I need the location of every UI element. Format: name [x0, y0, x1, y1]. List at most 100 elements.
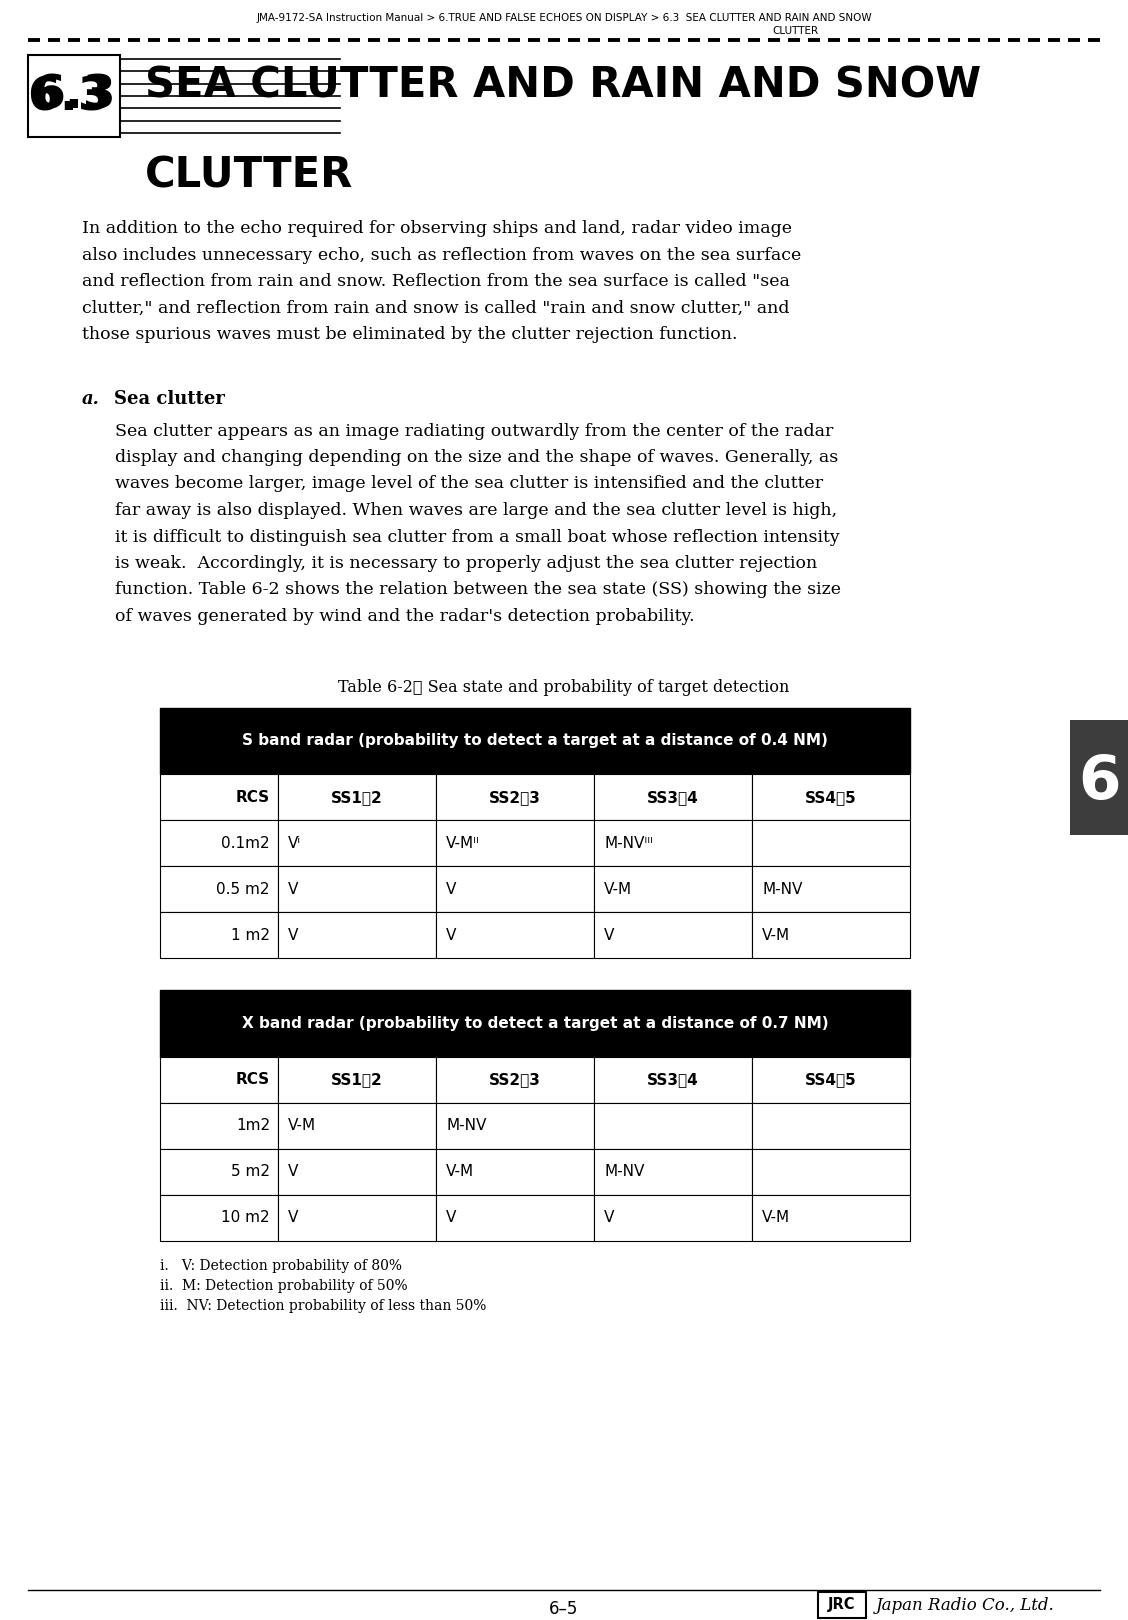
Text: 0.5 m2: 0.5 m2 — [217, 881, 270, 897]
Bar — [752, 1056, 910, 1103]
Text: SS4～5: SS4～5 — [805, 789, 857, 805]
Text: V: V — [603, 1210, 615, 1225]
Text: i.   V: Detection probability of 80%: i. V: Detection probability of 80% — [160, 1259, 402, 1273]
Bar — [160, 912, 277, 957]
Bar — [160, 820, 277, 867]
Text: V: V — [288, 1210, 299, 1225]
Bar — [277, 867, 437, 912]
Bar — [1070, 719, 1128, 834]
Text: V-M: V-M — [603, 881, 632, 897]
Text: clutter," and reflection from rain and snow is called "rain and snow clutter," a: clutter," and reflection from rain and s… — [82, 300, 790, 316]
Bar — [594, 912, 752, 957]
Bar — [437, 1103, 594, 1149]
Bar — [594, 867, 752, 912]
Bar — [818, 1592, 866, 1618]
Bar — [160, 1149, 277, 1196]
Text: V-M: V-M — [763, 1210, 790, 1225]
Bar — [752, 1196, 910, 1241]
Bar — [752, 867, 910, 912]
Bar — [594, 820, 752, 867]
Bar — [594, 1196, 752, 1241]
Bar — [594, 1103, 752, 1149]
Text: those spurious waves must be eliminated by the clutter rejection function.: those spurious waves must be eliminated … — [82, 326, 738, 343]
Text: Table 6-2： Sea state and probability of target detection: Table 6-2： Sea state and probability of … — [338, 679, 790, 697]
Text: SS3～4: SS3～4 — [647, 1072, 699, 1087]
Bar — [277, 1149, 437, 1196]
Text: also includes unnecessary echo, such as reflection from waves on the sea surface: also includes unnecessary echo, such as … — [82, 246, 801, 264]
Text: V: V — [446, 928, 457, 943]
Text: 6.3: 6.3 — [33, 73, 116, 118]
Bar — [160, 708, 910, 774]
Bar — [437, 1056, 594, 1103]
Bar — [437, 820, 594, 867]
Text: waves become larger, image level of the sea clutter is intensified and the clutt: waves become larger, image level of the … — [115, 476, 823, 492]
Text: V: V — [446, 881, 457, 897]
Bar — [752, 820, 910, 867]
Text: SS2～3: SS2～3 — [490, 1072, 541, 1087]
Text: it is difficult to distinguish sea clutter from a small boat whose reflection in: it is difficult to distinguish sea clutt… — [115, 528, 839, 546]
Text: RCS: RCS — [236, 1072, 270, 1087]
Text: V: V — [288, 881, 299, 897]
Text: 0.1m2: 0.1m2 — [221, 836, 270, 851]
Text: V: V — [288, 1165, 299, 1179]
Bar — [277, 1196, 437, 1241]
Bar — [437, 1196, 594, 1241]
Bar — [752, 774, 910, 820]
Text: RCS: RCS — [236, 789, 270, 805]
Text: M-NVᴵᴵᴵ: M-NVᴵᴵᴵ — [603, 836, 653, 851]
Text: V: V — [603, 928, 615, 943]
Bar — [277, 774, 437, 820]
Bar — [594, 1056, 752, 1103]
Text: Sea clutter appears as an image radiating outwardly from the center of the radar: Sea clutter appears as an image radiatin… — [115, 423, 834, 439]
Text: 6: 6 — [1077, 753, 1120, 812]
Bar — [594, 774, 752, 820]
Text: far away is also displayed. When waves are large and the sea clutter level is hi: far away is also displayed. When waves a… — [115, 502, 837, 518]
Text: V: V — [288, 928, 299, 943]
Bar — [277, 820, 437, 867]
Bar — [160, 990, 910, 1056]
Text: 5 m2: 5 m2 — [231, 1165, 270, 1179]
Text: 10 m2: 10 m2 — [221, 1210, 270, 1225]
Text: SS2～3: SS2～3 — [490, 789, 541, 805]
Text: Sea clutter: Sea clutter — [114, 390, 224, 408]
Text: Vⁱ: Vⁱ — [288, 836, 301, 851]
Text: JMA-9172-SA Instruction Manual > 6.TRUE AND FALSE ECHOES ON DISPLAY > 6.3  SEA C: JMA-9172-SA Instruction Manual > 6.TRUE … — [256, 13, 872, 23]
Text: SS3～4: SS3～4 — [647, 789, 699, 805]
Text: of waves generated by wind and the radar's detection probability.: of waves generated by wind and the radar… — [115, 608, 695, 625]
Bar — [28, 55, 120, 138]
Text: display and changing depending on the size and the shape of waves. Generally, as: display and changing depending on the si… — [115, 449, 838, 467]
Text: V-Mᴵᴵ: V-Mᴵᴵ — [446, 836, 479, 851]
Text: SS1～2: SS1～2 — [332, 789, 382, 805]
Text: In addition to the echo required for observing ships and land, radar video image: In addition to the echo required for obs… — [82, 220, 792, 237]
Text: M-NV: M-NV — [446, 1118, 486, 1134]
Bar — [160, 1103, 277, 1149]
Text: function. Table 6-2 shows the relation between the sea state (SS) showing the si: function. Table 6-2 shows the relation b… — [115, 582, 841, 598]
Text: V: V — [446, 1210, 457, 1225]
Bar — [437, 912, 594, 957]
Text: V-M: V-M — [446, 1165, 474, 1179]
Text: iii.  NV: Detection probability of less than 50%: iii. NV: Detection probability of less t… — [160, 1299, 486, 1312]
Bar — [277, 1056, 437, 1103]
Text: CLUTTER: CLUTTER — [772, 26, 818, 36]
Bar — [160, 867, 277, 912]
Text: V-M: V-M — [763, 928, 790, 943]
Text: 6.3: 6.3 — [27, 76, 112, 120]
Bar — [752, 1103, 910, 1149]
Bar — [160, 774, 277, 820]
Text: M-NV: M-NV — [603, 1165, 644, 1179]
Bar — [437, 774, 594, 820]
Bar — [594, 1149, 752, 1196]
Text: Japan Radio Co., Ltd.: Japan Radio Co., Ltd. — [876, 1596, 1055, 1614]
Text: 1 m2: 1 m2 — [231, 928, 270, 943]
Text: SS4～5: SS4～5 — [805, 1072, 857, 1087]
Text: is weak.  Accordingly, it is necessary to properly adjust the sea clutter reject: is weak. Accordingly, it is necessary to… — [115, 556, 818, 572]
Bar — [752, 912, 910, 957]
Text: SS1～2: SS1～2 — [332, 1072, 382, 1087]
Text: V-M: V-M — [288, 1118, 316, 1134]
Text: ii.  M: Detection probability of 50%: ii. M: Detection probability of 50% — [160, 1278, 407, 1293]
Bar — [160, 1056, 277, 1103]
Text: JRC: JRC — [828, 1597, 856, 1612]
Text: and reflection from rain and snow. Reflection from the sea surface is called "se: and reflection from rain and snow. Refle… — [82, 274, 790, 290]
Text: X band radar (probability to detect a target at a distance of 0.7 NM): X band radar (probability to detect a ta… — [241, 1016, 828, 1030]
Text: SEA CLUTTER AND RAIN AND SNOW: SEA CLUTTER AND RAIN AND SNOW — [146, 65, 981, 107]
